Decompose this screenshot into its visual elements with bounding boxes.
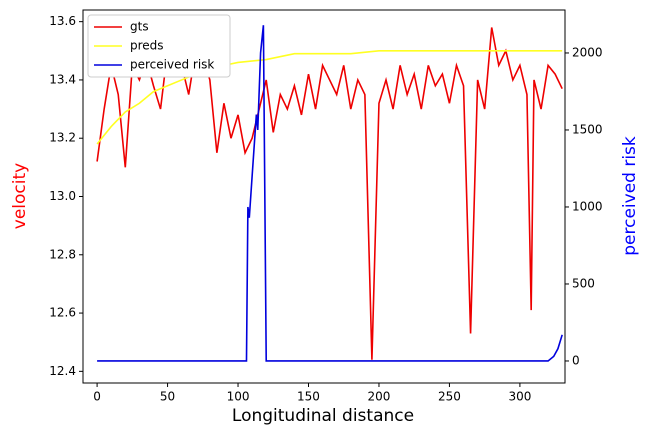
x-tick-label: 200 bbox=[368, 390, 391, 404]
legend-label: preds bbox=[130, 39, 164, 53]
y-tick-label: 13.4 bbox=[49, 72, 76, 86]
legend-label: gts bbox=[130, 20, 149, 34]
x-axis-label: Longitudinal distance bbox=[232, 406, 414, 426]
y-tick-label: 13.2 bbox=[49, 131, 76, 145]
y2-axis-label: perceived risk bbox=[620, 136, 640, 256]
y-tick-label: 12.4 bbox=[49, 364, 76, 378]
y2-tick-label: 1000 bbox=[572, 199, 603, 213]
y-tick-label: 12.6 bbox=[49, 306, 76, 320]
series-line bbox=[96, 49, 563, 145]
y2-tick-label: 500 bbox=[572, 276, 595, 290]
x-tick-label: 300 bbox=[508, 390, 531, 404]
y-axis-label: velocity bbox=[10, 163, 30, 229]
x-tick-label: 50 bbox=[160, 390, 175, 404]
series-line bbox=[97, 25, 563, 362]
y2-tick-label: 0 bbox=[572, 353, 580, 367]
y2-tick-label: 1500 bbox=[572, 122, 603, 136]
legend-label: perceived risk bbox=[130, 58, 214, 72]
legend-box bbox=[87, 14, 231, 78]
y-tick-label: 13.6 bbox=[49, 14, 76, 28]
x-tick-label: 100 bbox=[227, 390, 250, 404]
y2-tick-label: 2000 bbox=[572, 45, 603, 59]
x-tick-label: 0 bbox=[93, 390, 101, 404]
x-tick-label: 250 bbox=[438, 390, 461, 404]
y-tick-label: 12.8 bbox=[49, 247, 76, 261]
x-tick-label: 150 bbox=[297, 390, 320, 404]
y-tick-label: 13.0 bbox=[49, 189, 76, 203]
